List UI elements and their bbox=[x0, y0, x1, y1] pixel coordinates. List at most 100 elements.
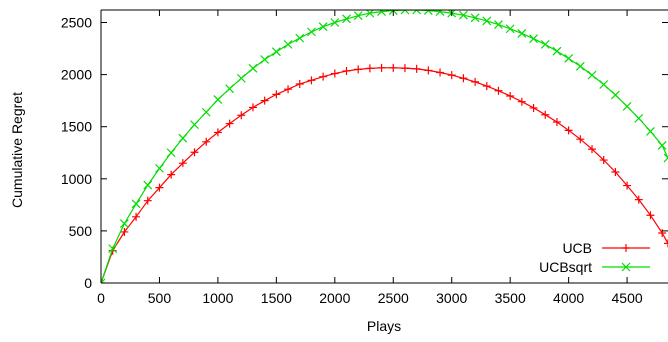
data-point-UCBsqrt bbox=[377, 10, 387, 16]
data-point-UCB bbox=[552, 118, 561, 127]
data-point-UCBsqrt bbox=[201, 107, 211, 117]
data-point-UCB bbox=[447, 71, 456, 80]
data-point-UCB bbox=[576, 135, 585, 144]
data-point-UCB bbox=[564, 126, 573, 135]
data-point-UCB bbox=[354, 65, 363, 74]
data-point-UCBsqrt bbox=[470, 13, 480, 23]
data-point-UCBsqrt bbox=[342, 14, 351, 24]
data-point-UCBsqrt bbox=[213, 95, 223, 105]
data-point-UCBsqrt bbox=[330, 18, 340, 27]
data-point-UCB bbox=[646, 211, 655, 220]
data-point-UCB bbox=[307, 76, 316, 85]
legend-marker-UCB bbox=[622, 244, 630, 252]
data-point-UCB bbox=[167, 170, 176, 179]
legend-label-UCBsqrt: UCBsqrt bbox=[539, 259, 592, 275]
data-point-UCB bbox=[623, 181, 632, 190]
legend: UCB UCBsqrt bbox=[539, 240, 650, 275]
series-UCB bbox=[101, 63, 668, 283]
x-tick-label: 4000 bbox=[553, 290, 584, 306]
data-point-UCB bbox=[506, 91, 515, 100]
data-point-UCBsqrt bbox=[307, 27, 316, 37]
data-point-UCBsqrt bbox=[458, 10, 468, 20]
plot-area bbox=[101, 10, 668, 283]
axes: 0 500 1000 1500 2000 2500 3000 3500 4000 4500 0 500… bbox=[61, 9, 668, 306]
y-tick-label: 500 bbox=[69, 223, 93, 239]
x-tick-label: 1500 bbox=[261, 290, 292, 306]
x-tick-label: 3000 bbox=[436, 290, 467, 306]
data-point-UCB bbox=[400, 64, 409, 73]
data-point-UCB bbox=[178, 159, 187, 168]
x-tick-label: 4500 bbox=[612, 290, 643, 306]
data-point-UCB bbox=[541, 110, 550, 119]
data-point-UCB bbox=[132, 212, 141, 221]
data-point-UCB bbox=[482, 82, 491, 91]
data-point-UCB bbox=[284, 85, 293, 94]
data-point-UCBsqrt bbox=[505, 24, 515, 34]
data-point-UCBsqrt bbox=[634, 113, 644, 123]
data-point-UCB bbox=[155, 183, 164, 192]
data-point-UCB bbox=[272, 90, 281, 99]
data-point-UCBsqrt bbox=[101, 278, 106, 283]
x-tick-label: 1000 bbox=[202, 290, 233, 306]
series-line-UCB bbox=[101, 67, 668, 283]
data-point-UCBsqrt bbox=[225, 84, 235, 94]
legend-label-UCB: UCB bbox=[562, 240, 592, 256]
data-point-UCB bbox=[319, 72, 328, 81]
data-point-UCBsqrt bbox=[494, 20, 503, 30]
data-point-UCBsqrt bbox=[564, 54, 574, 63]
data-point-UCB bbox=[588, 145, 597, 154]
y-tick-label: 1500 bbox=[61, 119, 92, 135]
data-point-UCBsqrt bbox=[482, 16, 492, 26]
data-point-UCBsqrt bbox=[622, 101, 632, 111]
data-point-UCB bbox=[599, 156, 608, 165]
data-point-UCBsqrt bbox=[143, 180, 153, 190]
y-axis-label: Cumulative Regret bbox=[9, 92, 25, 208]
data-point-UCB bbox=[529, 103, 538, 112]
data-point-UCB bbox=[377, 63, 386, 72]
data-point-UCBsqrt bbox=[529, 34, 538, 44]
data-point-UCBsqrt bbox=[663, 153, 668, 163]
data-point-UCBsqrt bbox=[353, 11, 363, 21]
data-point-UCB bbox=[517, 97, 526, 106]
data-point-UCB bbox=[494, 86, 503, 95]
data-point-UCBsqrt bbox=[178, 133, 188, 143]
x-tick-label: 0 bbox=[97, 290, 105, 306]
y-tick-label: 2000 bbox=[61, 67, 92, 83]
data-point-UCBsqrt bbox=[260, 55, 270, 64]
data-point-UCB bbox=[424, 66, 433, 75]
x-tick-label: 3500 bbox=[495, 290, 526, 306]
data-point-UCBsqrt bbox=[587, 70, 597, 80]
data-point-UCBsqrt bbox=[318, 22, 328, 32]
data-point-UCBsqrt bbox=[423, 10, 433, 15]
data-point-UCB bbox=[260, 96, 269, 105]
data-point-UCB bbox=[213, 128, 222, 137]
data-point-UCBsqrt bbox=[435, 10, 445, 16]
data-point-UCB bbox=[389, 63, 398, 72]
data-point-UCB bbox=[295, 79, 304, 88]
y-tick-label: 2500 bbox=[61, 15, 92, 31]
data-point-UCB bbox=[412, 64, 421, 73]
data-point-UCB bbox=[664, 239, 668, 248]
data-point-UCBsqrt bbox=[295, 33, 305, 43]
data-point-UCB bbox=[248, 103, 257, 112]
series-UCBsqrt bbox=[101, 10, 668, 283]
data-point-UCBsqrt bbox=[131, 199, 141, 209]
x-tick-label: 500 bbox=[148, 290, 172, 306]
data-point-UCBsqrt bbox=[599, 80, 609, 89]
data-point-UCB bbox=[225, 119, 234, 128]
x-tick-label: 2500 bbox=[378, 290, 409, 306]
data-point-UCB bbox=[634, 195, 643, 204]
data-point-UCB bbox=[120, 227, 129, 236]
data-point-UCBsqrt bbox=[236, 73, 246, 83]
legend-marker-UCBsqrt bbox=[621, 262, 631, 272]
data-point-UCBsqrt bbox=[119, 219, 129, 229]
data-point-UCBsqrt bbox=[552, 46, 562, 56]
legend-item-UCBsqrt: UCBsqrt bbox=[539, 259, 650, 275]
data-point-UCBsqrt bbox=[400, 10, 410, 15]
data-point-UCB bbox=[143, 196, 152, 205]
data-point-UCB bbox=[611, 168, 620, 177]
data-point-UCB bbox=[237, 111, 246, 120]
x-axis-label: Plays bbox=[367, 318, 401, 334]
data-point-UCBsqrt bbox=[283, 39, 293, 49]
